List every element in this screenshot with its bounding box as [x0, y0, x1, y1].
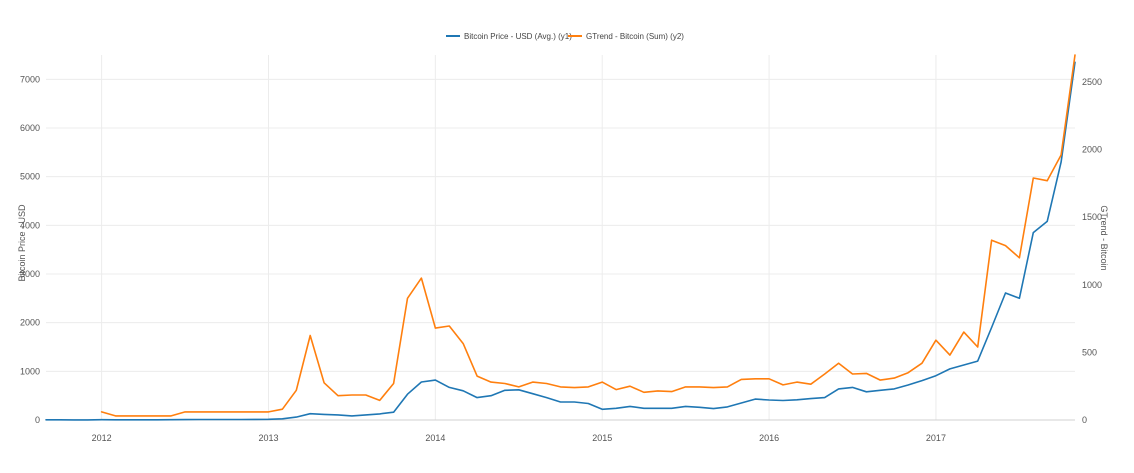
grid	[46, 55, 1075, 421]
legend[interactable]: Bitcoin Price - USD (Avg.) (y1) GTrend -…	[446, 32, 684, 41]
legend-item-gtrend[interactable]: GTrend - Bitcoin (Sum) (y2)	[568, 32, 684, 41]
y-left-tick-label: 5000	[20, 172, 40, 182]
series-layer	[45, 54, 1076, 421]
y-left-tick-label: 7000	[20, 74, 40, 84]
x-tick-label: 2016	[759, 433, 779, 443]
x-tick-label: 2013	[258, 433, 278, 443]
series-line-bitcoin-price[interactable]	[45, 61, 1076, 421]
x-tick-label: 2014	[425, 433, 445, 443]
y-right-tick-label: 500	[1082, 347, 1097, 357]
series-line-gtrend[interactable]	[100, 54, 1076, 417]
y-right-tick-label: 2500	[1082, 77, 1102, 87]
x-tick-label: 2015	[592, 433, 612, 443]
y-left-tick-label: 6000	[20, 123, 40, 133]
y-left-tick-label: 1000	[20, 366, 40, 376]
legend-item-price[interactable]: Bitcoin Price - USD (Avg.) (y1)	[446, 32, 572, 41]
x-tick-label: 2017	[926, 433, 946, 443]
y-left-axis-title: Bitcoin Price - USD	[17, 204, 27, 282]
y-right-axis-title: GTrend - Bitcoin	[1099, 205, 1109, 270]
y-left-tick-label: 3000	[20, 269, 40, 279]
x-tick-label: 2012	[92, 433, 112, 443]
legend-label-price: Bitcoin Price - USD (Avg.) (y1)	[464, 32, 572, 41]
y-left-tick-label: 4000	[20, 220, 40, 230]
y-left-tick-label: 2000	[20, 318, 40, 328]
y-left-tick-label: 0	[35, 415, 40, 425]
legend-label-gtrend: GTrend - Bitcoin (Sum) (y2)	[586, 32, 684, 41]
axes: Bitcoin Price - USD GTrend - Bitcoin 0 10…	[17, 74, 1109, 443]
y-right-tick-label: 0	[1082, 415, 1087, 425]
y-right-tick-label: 2000	[1082, 145, 1102, 155]
y-right-tick-label: 1500	[1082, 212, 1102, 222]
y-right-tick-label: 1000	[1082, 280, 1102, 290]
